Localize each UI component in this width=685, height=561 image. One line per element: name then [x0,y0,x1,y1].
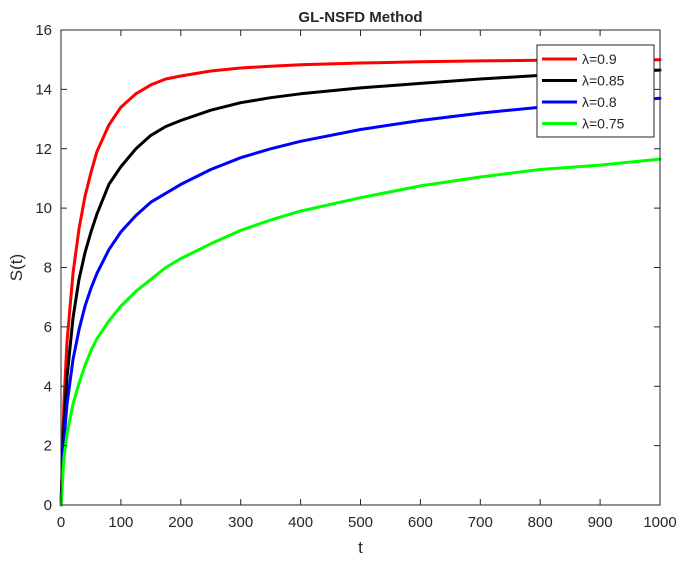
y-tick-label: 0 [44,497,52,514]
x-tick-label: 500 [348,514,373,531]
x-tick-label: 300 [228,514,253,531]
series-line-3 [59,157,662,507]
x-tick-label: 900 [588,514,613,531]
series-line-1 [59,68,662,507]
legend-label: λ=0.85 [582,73,625,89]
ticks-layer: 0 100 200 300 400 500 600 700 800 900 1000 0 2 4 6 8 10 1… [35,22,676,531]
x-tick-label: 1000 [643,514,676,531]
legend: λ=0.9 λ=0.85 λ=0.8 λ=0.75 [536,44,655,138]
x-tick-label: 100 [108,514,133,531]
x-tick-label: 800 [528,514,553,531]
legend-label: λ=0.9 [582,51,617,67]
series-layer [59,58,662,507]
x-tick-label: 600 [408,514,433,531]
x-tick-label: 0 [57,514,65,531]
x-axis-label: t [358,538,363,557]
y-tick-label: 6 [44,319,52,336]
y-tick-label: 14 [35,81,52,98]
y-tick-label: 2 [44,438,52,455]
y-tick-label: 4 [44,378,52,395]
y-tick-label: 12 [35,141,52,158]
y-tick-label: 8 [44,260,52,277]
y-axis-label: S(t) [7,254,26,281]
legend-label: λ=0.8 [582,94,617,110]
legend-label: λ=0.75 [582,116,625,132]
chart-title: GL-NSFD Method [298,9,422,26]
x-tick-label: 400 [288,514,313,531]
series-line-2 [59,96,662,507]
series-line-0 [59,58,662,507]
y-tick-label: 16 [35,22,52,39]
x-tick-label: 700 [468,514,493,531]
y-tick-label: 10 [35,200,52,217]
x-tick-label: 200 [168,514,193,531]
